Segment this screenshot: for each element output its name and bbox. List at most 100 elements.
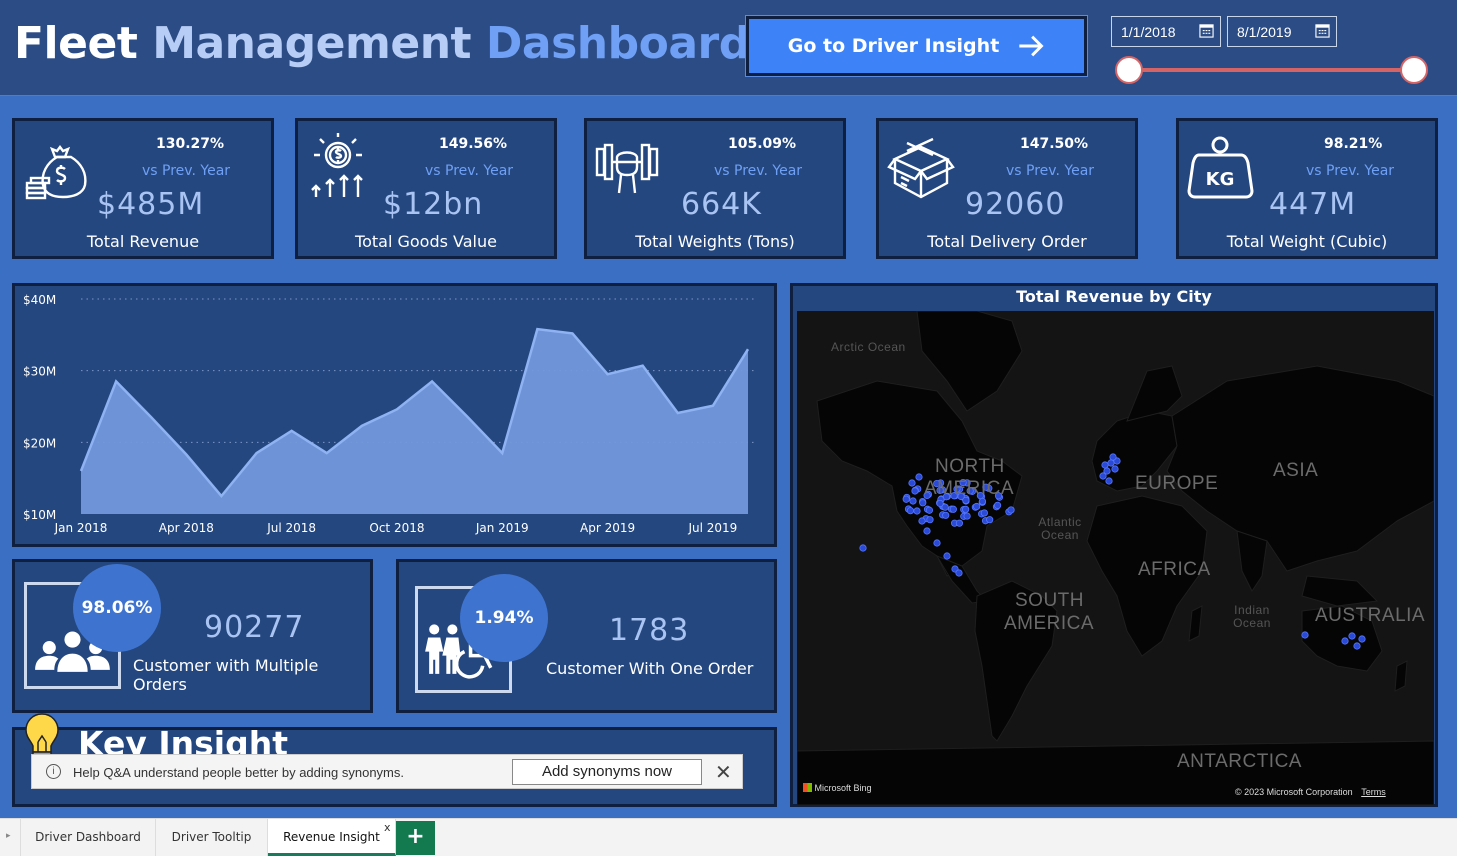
box-icon [887, 137, 955, 199]
city-dot[interactable] [1111, 465, 1119, 473]
city-dot[interactable] [966, 487, 974, 495]
city-dot[interactable] [859, 544, 867, 552]
city-dot[interactable] [1348, 632, 1356, 640]
city-dot[interactable] [936, 499, 944, 508]
data-point-feb-2018[interactable] [113, 378, 119, 384]
kpi-pct: 149.56% [439, 136, 508, 152]
bing-label: Microsoft Bing [814, 783, 872, 793]
data-point-nov-2018[interactable] [429, 378, 435, 384]
city-dot[interactable] [943, 552, 951, 560]
date-range-slider-track[interactable] [1128, 68, 1415, 72]
data-point-mar-2018[interactable] [148, 414, 154, 420]
city-dot[interactable] [953, 485, 961, 493]
city-dot[interactable] [973, 502, 981, 511]
data-point-apr-2019[interactable] [605, 371, 611, 377]
data-point-jul-2019[interactable] [710, 403, 716, 409]
tab-scroll-left-icon[interactable]: ▸ [6, 831, 11, 841]
city-dot[interactable] [902, 495, 910, 503]
city-dot[interactable] [1358, 635, 1366, 643]
data-point-sep-2018[interactable] [359, 423, 365, 429]
city-dot[interactable] [942, 511, 950, 519]
city-dot[interactable] [955, 519, 964, 527]
city-dot[interactable] [978, 497, 987, 506]
city-dot[interactable] [959, 478, 967, 487]
add-page-button[interactable]: + [396, 821, 435, 855]
city-dot[interactable] [957, 492, 965, 501]
city-dot[interactable] [1101, 461, 1109, 469]
city-dot[interactable] [911, 487, 919, 495]
toast-message: Help Q&A understand people better by add… [73, 765, 404, 780]
city-dot[interactable] [1109, 453, 1117, 461]
data-point-jun-2019[interactable] [675, 410, 681, 416]
city-dot[interactable] [936, 486, 944, 494]
data-point-jul-2018[interactable] [289, 428, 295, 434]
city-dot[interactable] [1099, 472, 1107, 480]
date-slider-end-handle[interactable] [1400, 56, 1428, 84]
city-dot[interactable] [913, 507, 921, 515]
city-dot[interactable] [933, 479, 941, 488]
city-dot[interactable] [963, 512, 971, 520]
data-point-feb-2019[interactable] [534, 326, 540, 332]
city-dot[interactable] [962, 505, 970, 513]
city-dot[interactable] [1007, 506, 1015, 514]
terms-link[interactable]: Terms [1361, 787, 1386, 797]
city-dot[interactable] [918, 517, 926, 525]
city-dot[interactable] [926, 516, 934, 524]
city-dot[interactable] [915, 473, 923, 481]
start-date-input[interactable]: 1/1/2018 [1111, 16, 1221, 47]
data-point-aug-2019[interactable] [745, 346, 751, 352]
city-dot[interactable] [923, 491, 931, 500]
data-point-mar-2019[interactable] [569, 330, 575, 336]
city-dot[interactable] [1301, 631, 1309, 639]
city-dot[interactable] [982, 483, 990, 491]
map-canvas[interactable]: Arctic Ocean NORTH AMERICA EUROPE ASIA A… [797, 311, 1434, 805]
city-dot[interactable] [908, 479, 916, 487]
data-point-jan-2019[interactable] [499, 450, 505, 456]
city-dot[interactable] [942, 493, 950, 501]
city-dot[interactable] [994, 492, 1003, 500]
date-slider-start-handle[interactable] [1115, 56, 1143, 84]
end-date-input[interactable]: 8/1/2019 [1227, 16, 1337, 47]
tab-close-icon[interactable]: x [384, 821, 391, 834]
city-dot[interactable] [986, 516, 994, 524]
microsoft-logo-icon [803, 783, 812, 792]
city-dot[interactable] [925, 506, 934, 514]
data-point-jun-2018[interactable] [254, 450, 260, 456]
data-point-apr-2018[interactable] [183, 452, 189, 458]
close-icon[interactable]: ✕ [715, 762, 732, 784]
city-dot[interactable] [955, 569, 963, 577]
city-dot[interactable] [949, 505, 957, 513]
city-dot[interactable] [933, 539, 941, 547]
calendar-icon[interactable] [1315, 23, 1330, 38]
data-point-jan-2018[interactable] [78, 468, 84, 474]
city-dot[interactable] [950, 492, 958, 500]
tab-driver-dashboard[interactable]: Driver Dashboard [20, 819, 156, 856]
data-point-aug-2018[interactable] [324, 450, 330, 456]
data-point-dec-2018[interactable] [464, 414, 470, 420]
city-dot[interactable] [1105, 477, 1113, 485]
y-tick-label: $10M [23, 508, 56, 522]
page-title: Fleet Management Dashboard [14, 18, 750, 69]
data-point-oct-2018[interactable] [394, 406, 400, 412]
revenue-area [81, 329, 748, 514]
multi-orders-label: Customer with Multiple Orders [133, 656, 319, 694]
city-dot[interactable] [906, 507, 915, 515]
city-dot[interactable] [980, 509, 988, 517]
city-dot[interactable] [919, 499, 927, 507]
data-point-may-2018[interactable] [218, 493, 224, 499]
city-dot[interactable] [962, 496, 970, 504]
tab-revenue-insight[interactable]: Revenue Insight [268, 819, 396, 856]
city-dot[interactable] [1353, 642, 1361, 650]
city-dot[interactable] [941, 503, 949, 511]
city-dot[interactable] [1341, 637, 1349, 645]
data-point-may-2019[interactable] [640, 363, 646, 369]
city-dot[interactable] [1107, 459, 1115, 467]
city-dot[interactable] [909, 497, 917, 505]
city-dot[interactable] [923, 527, 931, 535]
calendar-icon[interactable] [1199, 23, 1214, 38]
go-to-driver-insight-button[interactable]: Go to Driver Insight [746, 16, 1087, 76]
city-dot[interactable] [976, 492, 984, 500]
city-dot[interactable] [993, 501, 1002, 509]
tab-driver-tooltip[interactable]: Driver Tooltip [156, 819, 268, 856]
add-synonyms-button[interactable]: Add synonyms now [512, 759, 702, 785]
